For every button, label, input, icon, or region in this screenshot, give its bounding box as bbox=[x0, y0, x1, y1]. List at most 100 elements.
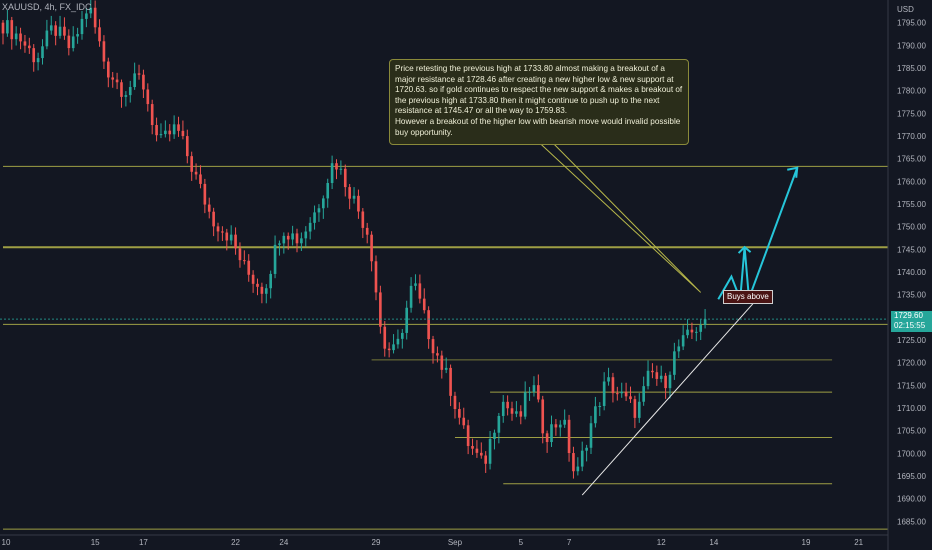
candle-body bbox=[528, 391, 531, 393]
price-tick-label: 1760.00 bbox=[897, 177, 926, 186]
candle-body bbox=[278, 243, 281, 245]
price-tick-label: 1780.00 bbox=[897, 87, 926, 96]
candle-body bbox=[519, 411, 523, 417]
candle-body bbox=[291, 233, 294, 240]
support-trendline bbox=[581, 297, 759, 496]
candle-body bbox=[308, 222, 312, 232]
candle-body bbox=[229, 234, 233, 241]
price-tick-label: 1715.00 bbox=[897, 381, 926, 390]
candle-body bbox=[567, 419, 571, 454]
buys-above-label[interactable]: Buys above bbox=[723, 290, 773, 304]
candle-body bbox=[493, 432, 496, 439]
time-tick-label: 14 bbox=[709, 538, 718, 547]
candle-body bbox=[49, 25, 53, 31]
candle-body bbox=[212, 211, 215, 227]
candle-body bbox=[185, 136, 189, 157]
candle-body bbox=[76, 34, 79, 37]
candle-body bbox=[479, 452, 483, 456]
candle-body bbox=[264, 288, 268, 294]
candle-body bbox=[251, 274, 255, 284]
candle-body bbox=[510, 408, 514, 414]
candle-body bbox=[304, 231, 308, 239]
candle-body bbox=[295, 233, 299, 244]
time-tick-label: 24 bbox=[279, 538, 288, 547]
candle-body bbox=[673, 351, 676, 375]
candle-body bbox=[383, 326, 387, 349]
candle-body bbox=[405, 307, 409, 333]
candle-body bbox=[41, 46, 44, 59]
candle-body bbox=[243, 260, 246, 262]
candle-body bbox=[343, 168, 347, 188]
candle-body bbox=[357, 195, 360, 212]
candle-body bbox=[54, 25, 57, 36]
candle-body bbox=[664, 375, 667, 389]
candle-body bbox=[690, 329, 694, 333]
candle-body bbox=[545, 433, 549, 443]
candle-body bbox=[80, 18, 84, 35]
candle-body bbox=[409, 285, 413, 308]
candle-body bbox=[642, 386, 645, 402]
candle-body bbox=[659, 375, 663, 379]
projection-arrowhead bbox=[737, 245, 752, 254]
candle-body bbox=[28, 45, 31, 49]
candle-body bbox=[637, 401, 641, 418]
candle-body bbox=[668, 374, 672, 389]
candle-body bbox=[317, 208, 321, 213]
candle-body bbox=[19, 33, 22, 42]
projection-arrowhead bbox=[787, 166, 799, 178]
candle-body bbox=[335, 163, 338, 170]
candle-body bbox=[339, 168, 343, 170]
price-tick-label: 1740.00 bbox=[897, 268, 926, 277]
candle-body bbox=[115, 79, 119, 83]
candle-body bbox=[238, 248, 242, 261]
candle-body bbox=[651, 370, 654, 373]
candle-body bbox=[124, 95, 128, 97]
last-price-value: 1729.60 bbox=[894, 311, 923, 320]
candle-body bbox=[348, 187, 351, 199]
candle-body bbox=[137, 73, 141, 75]
candle-body bbox=[207, 204, 211, 212]
price-tick-label: 1775.00 bbox=[897, 109, 926, 118]
candle-body bbox=[414, 283, 417, 286]
candle-body bbox=[554, 424, 558, 428]
price-tick-label: 1745.00 bbox=[897, 245, 926, 254]
analysis-callout[interactable]: Price retesting the previous high at 173… bbox=[389, 59, 689, 146]
analysis-callout-text: Price retesting the previous high at 173… bbox=[395, 64, 683, 137]
candle-body bbox=[194, 171, 198, 175]
price-tick-label: 1705.00 bbox=[897, 427, 926, 436]
candle-body bbox=[449, 367, 452, 396]
candle-body bbox=[93, 7, 97, 28]
candle-body bbox=[36, 58, 40, 63]
candle-body bbox=[32, 48, 36, 63]
candle-body bbox=[269, 273, 272, 289]
price-tick-label: 1755.00 bbox=[897, 200, 926, 209]
price-tick-label: 1750.00 bbox=[897, 223, 926, 232]
currency-label: USD bbox=[897, 5, 914, 14]
candle-body bbox=[699, 324, 703, 332]
candle-body bbox=[422, 298, 426, 311]
price-tick-label: 1685.00 bbox=[897, 517, 926, 526]
candle-body bbox=[444, 367, 448, 370]
candle-body bbox=[89, 7, 93, 14]
price-tick-label: 1710.00 bbox=[897, 404, 926, 413]
candle-body bbox=[703, 319, 707, 325]
price-tick-label: 1695.00 bbox=[897, 472, 926, 481]
candle-body bbox=[379, 292, 382, 327]
price-tick-label: 1735.00 bbox=[897, 291, 926, 300]
candle-body bbox=[620, 391, 624, 394]
candle-body bbox=[515, 411, 518, 414]
price-tick-label: 1690.00 bbox=[897, 495, 926, 504]
candle-body bbox=[607, 377, 610, 382]
price-tick-label: 1795.00 bbox=[897, 19, 926, 28]
candle-body bbox=[45, 30, 49, 47]
candle-body bbox=[71, 36, 75, 49]
candle-body bbox=[190, 156, 194, 172]
candle-body bbox=[616, 393, 619, 395]
candle-body bbox=[106, 61, 110, 78]
candle-body bbox=[440, 355, 444, 370]
candle-body bbox=[633, 399, 637, 418]
candle-body bbox=[558, 424, 562, 428]
candle-body bbox=[589, 423, 593, 448]
candle-body bbox=[6, 20, 9, 34]
symbol-label: XAUUSD, 4h, FX_IDC bbox=[2, 2, 92, 12]
